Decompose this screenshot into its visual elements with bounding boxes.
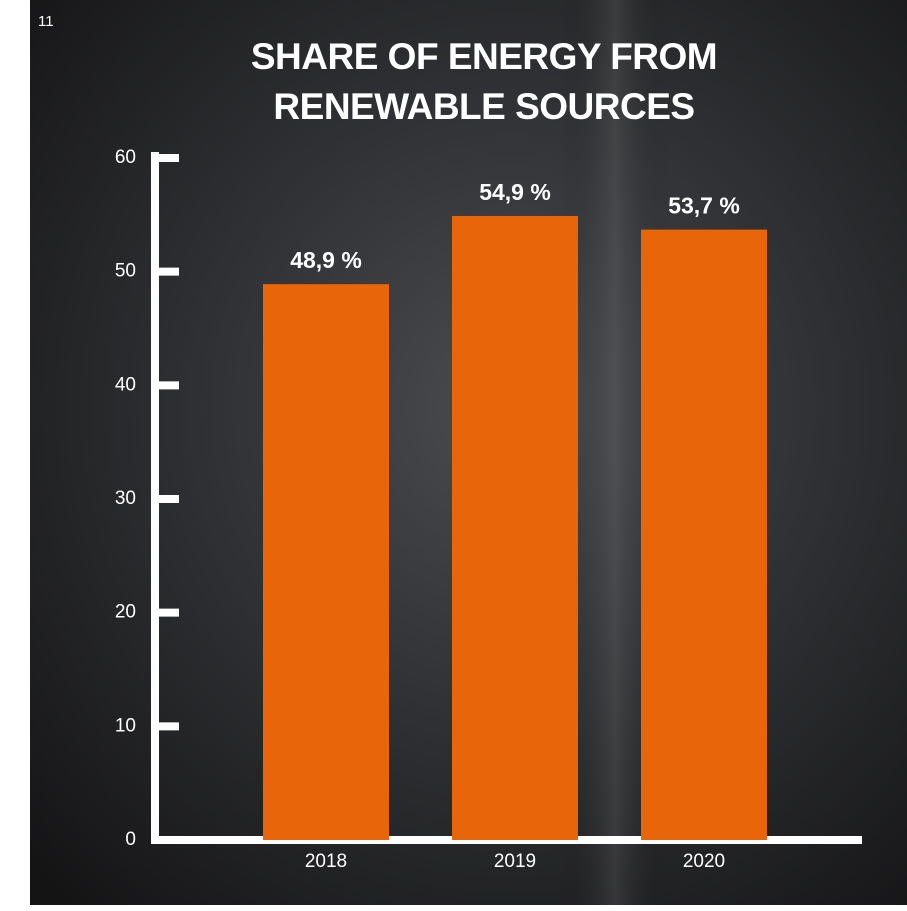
value-label: 53,7 % — [668, 193, 740, 219]
y-tick-label: 60 — [115, 147, 136, 168]
value-label: 48,9 % — [290, 247, 362, 273]
bar — [263, 284, 389, 840]
y-tick-label: 0 — [125, 829, 136, 850]
value-label: 54,9 % — [479, 179, 551, 205]
y-tick-label: 30 — [115, 488, 136, 509]
y-tick-label: 50 — [115, 261, 136, 282]
y-tick-label: 40 — [115, 374, 136, 395]
x-tick-label: 2020 — [683, 851, 725, 872]
x-tick-label: 2019 — [494, 851, 536, 872]
page-number: 11 — [38, 13, 54, 30]
y-tick-label: 20 — [115, 602, 136, 623]
chart-title: SHARE OF ENERGY FROM RENEWABLE SOURCES — [250, 36, 718, 127]
y-tick-label: 10 — [115, 715, 136, 736]
x-tick-label: 2018 — [305, 851, 347, 872]
bar — [641, 229, 767, 841]
bar — [452, 215, 578, 841]
